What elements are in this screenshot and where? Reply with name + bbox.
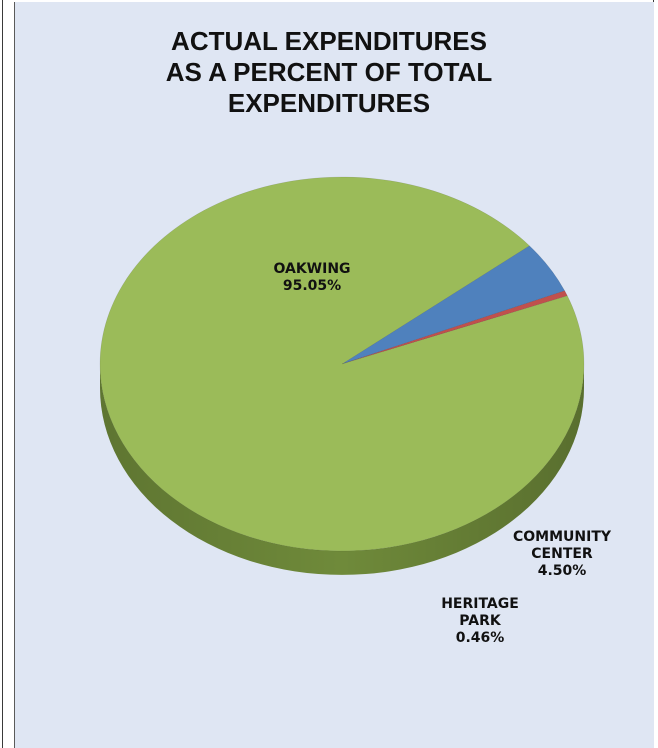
pie-tops	[99, 176, 585, 552]
chart-title-line-3: EXPENDITURES	[227, 88, 431, 118]
pie-slice-0	[99, 176, 585, 552]
slice-label-1-1: CENTER	[531, 546, 593, 562]
chart-title-line-1: ACTUAL EXPENDITURES	[171, 26, 487, 56]
slice-label-2-1: PARK	[459, 613, 502, 629]
slice-label-1-0: COMMUNITY	[513, 529, 612, 545]
slice-value-label-2-2: 0.46%	[456, 630, 505, 646]
slice-label-2-0: HERITAGE	[441, 596, 519, 612]
pie-slice-2	[341, 290, 568, 365]
slice-label-0-0: OAKWING	[273, 261, 350, 277]
chart-title: ACTUAL EXPENDITURES AS A PERCENT OF TOTA…	[0, 26, 658, 119]
chart-title-line-2: AS A PERCENT OF TOTAL	[165, 57, 493, 87]
slice-value-label-0-1: 95.05%	[283, 278, 341, 294]
pie-slice-1	[341, 245, 566, 365]
slice-value-label-1-2: 4.50%	[538, 563, 587, 579]
